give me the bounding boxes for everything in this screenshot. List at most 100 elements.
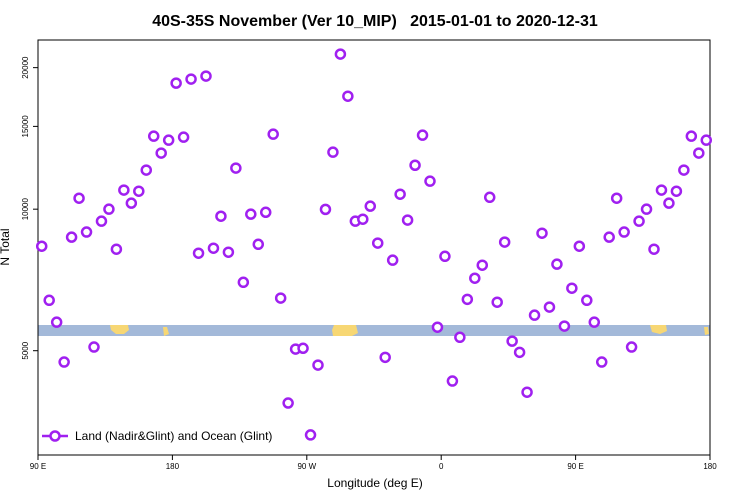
land-patch: [163, 327, 169, 336]
point: [327, 146, 339, 158]
point: [133, 185, 145, 197]
point: [88, 341, 100, 353]
x-tick-label: 90 W: [297, 462, 316, 471]
point: [222, 246, 235, 258]
point: [454, 331, 466, 344]
point: [215, 210, 227, 222]
point: [566, 282, 578, 294]
point: [581, 294, 593, 307]
point: [663, 197, 675, 209]
land-patch: [332, 325, 358, 336]
land-patch: [110, 325, 129, 334]
point: [678, 164, 690, 176]
ocean-strip: [38, 325, 710, 336]
point: [192, 247, 205, 259]
series: [35, 48, 713, 441]
point: [80, 226, 93, 238]
point: [230, 162, 242, 174]
point: [147, 130, 160, 142]
point: [573, 240, 586, 252]
point: [506, 335, 518, 347]
point: [521, 386, 533, 398]
point: [334, 48, 347, 60]
point: [685, 130, 698, 142]
point: [207, 242, 220, 254]
y-axis-label: N Total: [0, 228, 12, 265]
point: [274, 292, 287, 304]
x-tick-label: 180: [703, 462, 717, 471]
point: [58, 356, 70, 368]
point: [648, 243, 660, 255]
point: [155, 147, 167, 159]
point: [245, 208, 257, 220]
y-tick-label: 5000: [21, 341, 30, 359]
land-mask: [38, 325, 710, 336]
point: [551, 258, 563, 270]
point: [364, 200, 377, 212]
legend-item: Land (Nadir&Glint) and Ocean (Glint): [42, 429, 272, 443]
x-tick-label: 0: [439, 462, 444, 471]
x-axis-label: Longitude (deg E): [327, 476, 422, 490]
point: [424, 175, 436, 187]
legend-marker: [49, 430, 61, 442]
point: [342, 90, 354, 102]
point: [73, 192, 85, 204]
point: [110, 243, 123, 255]
point: [50, 316, 63, 328]
land-patch: [650, 325, 667, 334]
point: [95, 215, 108, 227]
point: [625, 341, 638, 353]
land-patch: [704, 327, 709, 335]
point: [633, 215, 645, 227]
point: [401, 214, 414, 226]
point: [491, 296, 503, 308]
point: [297, 342, 309, 355]
x-tick-label: 90 E: [567, 462, 583, 471]
point: [461, 293, 474, 306]
point: [185, 73, 197, 85]
point: [170, 77, 182, 89]
point: [446, 375, 459, 387]
point: [409, 159, 421, 172]
legend-label: Land (Nadir&Glint) and Ocean (Glint): [75, 429, 272, 443]
point: [304, 429, 317, 441]
point: [140, 164, 153, 176]
point: [483, 191, 496, 204]
point: [528, 309, 541, 321]
point: [43, 294, 55, 307]
point: [267, 128, 279, 140]
y-tick-label: 15000: [21, 115, 30, 138]
point: [118, 184, 130, 196]
point: [640, 203, 653, 215]
point: [513, 346, 526, 359]
plot-frame: [37, 39, 711, 456]
point: [700, 134, 713, 146]
point: [357, 213, 369, 225]
point: [670, 185, 683, 197]
point: [498, 236, 511, 248]
point: [588, 316, 601, 328]
point: [439, 250, 451, 263]
point: [259, 206, 272, 219]
point: [558, 320, 571, 332]
point: [476, 259, 489, 271]
x-tick-label: 180: [166, 462, 180, 471]
point: [386, 254, 399, 266]
y-tick-label: 20000: [21, 56, 30, 79]
point: [693, 147, 705, 159]
point: [312, 359, 324, 371]
point: [655, 184, 668, 196]
point: [35, 240, 48, 252]
point: [282, 397, 294, 409]
point: [125, 197, 138, 209]
point: [319, 203, 332, 216]
point: [65, 231, 78, 243]
point: [103, 203, 115, 215]
point: [603, 231, 615, 243]
point: [237, 276, 250, 289]
point: [162, 134, 175, 146]
x-tick-label: 90 E: [30, 462, 46, 471]
y-tick-label: 10000: [21, 198, 30, 221]
point: [469, 272, 481, 284]
